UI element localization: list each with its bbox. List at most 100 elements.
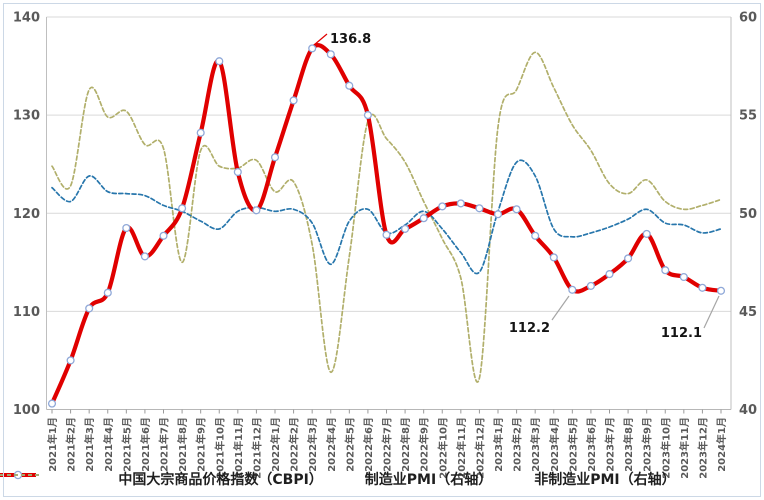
x-axis-label: 2021年2月 [65, 417, 78, 472]
x-axis-label: 2023年1月 [492, 417, 505, 472]
data-point-marker [178, 204, 187, 213]
legend-label-nonmfg-pmi: 非制造业PMI（右轴） [534, 472, 676, 488]
data-point-marker [493, 210, 503, 219]
left-axis-label: 130 [13, 109, 40, 124]
x-axis-label: 2022年5月 [343, 417, 356, 472]
x-axis-label: 2022年6月 [362, 417, 375, 472]
right-axis-label: 50 [739, 207, 757, 222]
annotation-leader-trough [551, 295, 570, 321]
x-axis-label: 2024年1月 [715, 417, 728, 472]
data-point-marker [47, 399, 57, 408]
data-point-marker [531, 231, 540, 240]
x-axis-label: 2023年12月 [696, 417, 709, 479]
data-point-marker [233, 167, 242, 177]
right-axis-label: 40 [739, 403, 757, 418]
x-axis-label: 2021年7月 [158, 417, 171, 472]
x-axis-label: 2022年12月 [473, 417, 486, 479]
plot-area: 2021年1月 2021年2月 2021年3月 2021年4月 2021年5月 2021年… [13, 11, 757, 479]
x-axis-label: 2021年6月 [139, 417, 152, 472]
x-axis-label: 2021年10月 [213, 417, 226, 479]
x-axis-label: 2023年8月 [622, 417, 635, 472]
x-axis-label: 2021年1月 [46, 417, 59, 472]
legend-item-mfg-pmi: 制造业PMI（右轴） [0, 469, 493, 489]
x-axis-label: 2022年1月 [269, 417, 282, 472]
series-line-2 [51, 51, 722, 383]
x-axis-label: 2023年3月 [529, 417, 542, 472]
data-point-marker [270, 153, 280, 162]
annotation-leader-last [703, 295, 720, 329]
x-axis-label: 2023年11月 [678, 417, 691, 479]
data-point-marker [605, 270, 614, 279]
data-point-marker [382, 230, 391, 239]
x-axis-label: 2022年4月 [325, 417, 338, 472]
legend: 中国大宗商品价格指数（CBPI） 制造业PMI（右轴） 非制造业PMI（右轴） [0, 469, 764, 489]
data-point-marker [326, 50, 335, 59]
legend-item-nonmfg-pmi: 非制造业PMI（右轴） [0, 469, 676, 489]
data-point-marker [103, 288, 112, 297]
legend-label-cbpi: 中国大宗商品价格指数（CBPI） [118, 472, 323, 488]
data-point-marker [642, 229, 651, 238]
data-point-marker [122, 223, 131, 233]
legend-label-mfg-pmi: 制造业PMI（右轴） [364, 472, 493, 488]
annotation-trough-value: 112.2 [509, 321, 550, 336]
right-axis-label: 45 [739, 305, 757, 320]
right-axis-label: 55 [739, 109, 757, 124]
x-axis-label: 2021年12月 [250, 417, 263, 479]
x-axis-label: 2022年7月 [381, 417, 394, 472]
x-axis-label: 2021年5月 [120, 417, 133, 472]
data-point-marker [512, 205, 521, 214]
x-axis-label: 2021年8月 [176, 417, 189, 472]
x-axis-label: 2023年2月 [511, 417, 524, 472]
data-point-marker [159, 231, 168, 240]
x-axis-label: 2023年5月 [566, 417, 579, 472]
data-point-marker [85, 304, 94, 313]
data-point-marker [679, 272, 688, 282]
data-point-marker [252, 206, 261, 215]
data-point-marker [289, 96, 298, 105]
data-point-marker [456, 199, 465, 208]
data-point-marker [140, 252, 149, 261]
x-axis-label: 2023年7月 [604, 417, 617, 472]
annotation-leader-peak [313, 33, 328, 46]
data-point-marker [716, 286, 726, 295]
data-point-marker [363, 111, 372, 120]
data-point-marker [215, 57, 224, 66]
data-point-marker [345, 81, 354, 90]
data-point-marker [549, 253, 558, 262]
data-point-marker [661, 266, 670, 275]
annotations-layer: 136.8 112.2 112.1 [313, 32, 720, 341]
x-axis-label: 2022年10月 [436, 417, 449, 479]
x-axis-label: 2022年3月 [306, 417, 319, 472]
x-axis-label: 2022年11月 [455, 417, 468, 479]
series-line-0 [49, 43, 724, 406]
data-point-marker [475, 204, 484, 213]
series-line-1 [51, 159, 722, 275]
data-point-marker [586, 281, 595, 290]
left-axis-label: 140 [13, 11, 40, 26]
data-point-marker [568, 285, 577, 294]
x-axis-label: 2021年11月 [232, 417, 245, 479]
data-point-marker [624, 254, 633, 263]
data-point-marker [196, 128, 205, 137]
data-point-marker [308, 44, 317, 53]
x-axis-label: 2023年6月 [585, 417, 598, 472]
data-point-marker [698, 283, 707, 292]
data-point-marker [438, 202, 447, 211]
left-axis-label: 120 [13, 207, 40, 222]
x-axis-label: 2021年3月 [83, 417, 96, 472]
x-axis-label: 2023年4月 [548, 417, 561, 472]
data-point-marker [419, 214, 428, 223]
x-axis-label: 2022年2月 [288, 417, 301, 472]
data-point-marker [401, 224, 410, 233]
left-axis-label: 100 [13, 403, 40, 418]
x-axis-label: 2021年4月 [102, 417, 115, 472]
x-axis-label: 2022年8月 [399, 417, 412, 472]
x-axis-label: 2023年9月 [641, 417, 654, 472]
annotation-peak-value: 136.8 [330, 32, 371, 47]
x-axis-label: 2023年10月 [659, 417, 672, 479]
x-axis-label: 2022年9月 [418, 417, 431, 472]
annotation-last-value: 112.1 [661, 326, 702, 341]
left-axis-label: 110 [13, 305, 40, 320]
